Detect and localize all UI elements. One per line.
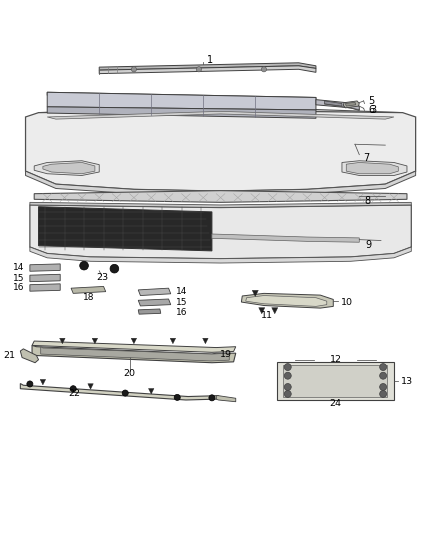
Circle shape: [196, 67, 201, 72]
Circle shape: [380, 384, 387, 391]
Text: 10: 10: [341, 297, 353, 306]
Circle shape: [174, 394, 180, 400]
Polygon shape: [246, 295, 327, 306]
Circle shape: [70, 386, 76, 392]
Polygon shape: [346, 163, 398, 174]
Polygon shape: [47, 111, 394, 119]
Circle shape: [209, 395, 215, 401]
Text: 14: 14: [177, 287, 188, 296]
Polygon shape: [20, 349, 39, 363]
Polygon shape: [30, 264, 60, 271]
Polygon shape: [138, 299, 171, 306]
Polygon shape: [30, 247, 411, 263]
Polygon shape: [30, 274, 60, 281]
Polygon shape: [25, 110, 416, 191]
Circle shape: [131, 67, 137, 72]
Polygon shape: [272, 308, 278, 314]
Polygon shape: [138, 288, 171, 295]
Circle shape: [80, 261, 88, 270]
Text: 11: 11: [261, 311, 273, 320]
Polygon shape: [99, 63, 316, 70]
Text: 24: 24: [329, 399, 342, 408]
Circle shape: [380, 372, 387, 379]
Polygon shape: [47, 92, 316, 110]
Polygon shape: [325, 101, 342, 106]
Polygon shape: [203, 338, 208, 344]
Polygon shape: [316, 100, 359, 110]
Circle shape: [261, 67, 267, 72]
Polygon shape: [39, 207, 212, 251]
Polygon shape: [259, 308, 265, 314]
Polygon shape: [41, 346, 229, 361]
Text: 23: 23: [97, 273, 109, 282]
Polygon shape: [30, 284, 60, 291]
Text: 1: 1: [207, 55, 213, 64]
Polygon shape: [343, 101, 359, 108]
Text: 16: 16: [177, 308, 188, 317]
Polygon shape: [346, 102, 356, 106]
Polygon shape: [32, 345, 236, 363]
Circle shape: [122, 390, 128, 396]
Text: 6: 6: [368, 104, 374, 115]
Text: 19: 19: [220, 350, 232, 359]
Text: 13: 13: [400, 377, 413, 386]
Text: 7: 7: [364, 153, 370, 163]
Polygon shape: [47, 107, 316, 118]
Circle shape: [284, 364, 291, 370]
Circle shape: [284, 372, 291, 379]
Text: 9: 9: [365, 240, 371, 250]
Polygon shape: [170, 338, 176, 344]
Text: 20: 20: [124, 369, 136, 377]
Polygon shape: [148, 389, 154, 394]
Text: 22: 22: [68, 390, 80, 399]
Polygon shape: [40, 379, 46, 385]
Text: 12: 12: [329, 355, 342, 364]
Polygon shape: [138, 309, 161, 314]
Text: 15: 15: [177, 297, 188, 306]
Polygon shape: [92, 338, 98, 344]
Polygon shape: [342, 161, 407, 175]
Polygon shape: [252, 290, 258, 296]
Polygon shape: [43, 163, 95, 174]
Polygon shape: [47, 92, 316, 101]
Circle shape: [284, 391, 291, 398]
Text: 18: 18: [83, 293, 94, 302]
Polygon shape: [88, 384, 93, 389]
Polygon shape: [34, 191, 407, 203]
Polygon shape: [34, 161, 99, 175]
Circle shape: [110, 264, 119, 273]
Text: 14: 14: [13, 263, 25, 272]
Circle shape: [284, 384, 291, 391]
Polygon shape: [212, 234, 359, 242]
Text: 8: 8: [364, 197, 371, 206]
Text: 21: 21: [3, 351, 15, 360]
Text: 15: 15: [13, 274, 25, 282]
Polygon shape: [99, 66, 316, 74]
Polygon shape: [71, 286, 106, 293]
Polygon shape: [20, 384, 219, 400]
Polygon shape: [25, 171, 416, 196]
Polygon shape: [283, 365, 388, 397]
Polygon shape: [60, 338, 65, 344]
Polygon shape: [32, 341, 236, 352]
Circle shape: [380, 391, 387, 398]
Polygon shape: [216, 395, 236, 402]
Circle shape: [380, 364, 387, 370]
Polygon shape: [39, 106, 403, 117]
Polygon shape: [131, 338, 137, 344]
Polygon shape: [30, 205, 411, 259]
Circle shape: [27, 381, 33, 387]
Polygon shape: [277, 362, 394, 400]
Polygon shape: [241, 293, 333, 308]
Text: 16: 16: [13, 283, 25, 292]
Polygon shape: [30, 203, 411, 207]
Text: 5: 5: [368, 96, 374, 106]
Text: 3: 3: [370, 106, 376, 116]
